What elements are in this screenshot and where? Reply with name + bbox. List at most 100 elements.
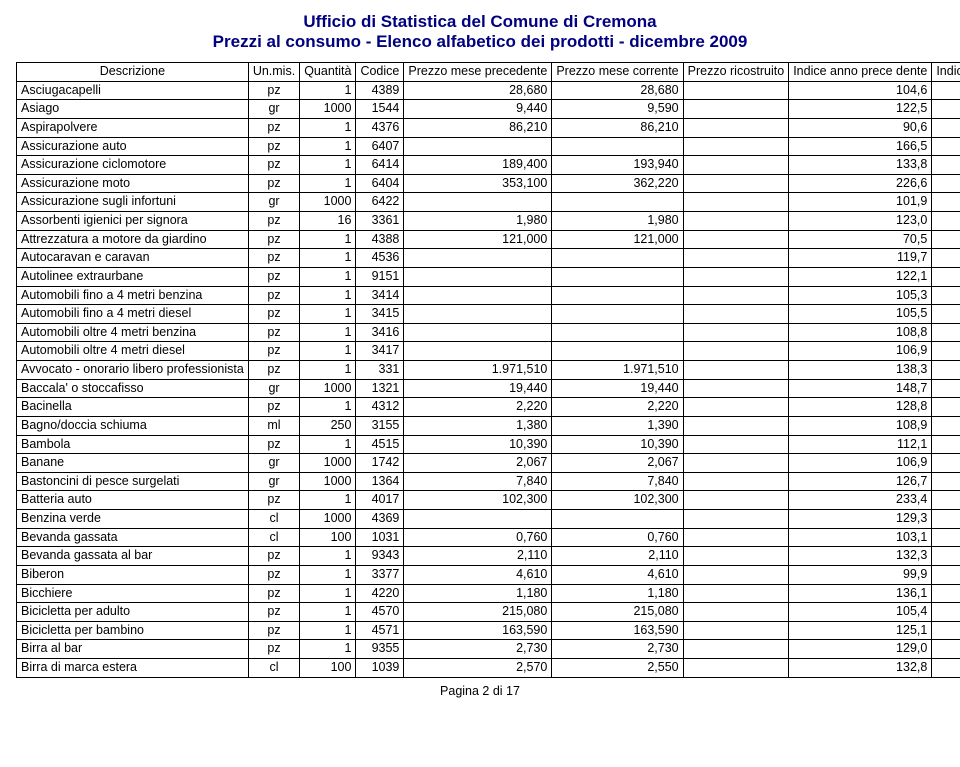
table-cell: 3416 [356, 323, 404, 342]
table-cell [683, 584, 789, 603]
table-cell: 132,8 [932, 361, 960, 380]
table-cell: 103,1 [789, 528, 932, 547]
table-cell: pz [248, 212, 299, 231]
table-cell [683, 174, 789, 193]
table-cell: 4389 [356, 81, 404, 100]
table-cell: 1 [300, 491, 356, 510]
table-cell: 123,0 [932, 249, 960, 268]
table-cell [683, 379, 789, 398]
table-cell [552, 249, 683, 268]
table-row: Assicurazione sugli infortunigr100064221… [17, 193, 960, 212]
table-row: Asiagogr100015449,4409,590122,5121,9121,… [17, 100, 960, 119]
table-cell: 1 [300, 342, 356, 361]
col-prezzo-ric: Prezzo ricostruito [683, 63, 789, 82]
table-row: Bambolapz1451510,39010,390112,1112,1112,… [17, 435, 960, 454]
table-cell: 129,3 [789, 510, 932, 529]
table-cell [683, 118, 789, 137]
table-cell: 1 [300, 286, 356, 305]
price-table: Descrizione Un.mis. Quantità Codice Prez… [16, 62, 960, 678]
table-cell: 132,8 [789, 659, 932, 678]
table-cell: 129,0 [932, 640, 960, 659]
table-row: Assicurazione motopz16404353,100362,2202… [17, 174, 960, 193]
table-cell: 106,9 [789, 342, 932, 361]
table-cell: 10,390 [552, 435, 683, 454]
table-cell: Automobili oltre 4 metri diesel [17, 342, 249, 361]
table-cell: pz [248, 398, 299, 417]
page-footer: Pagina 2 di 17 [16, 684, 944, 698]
table-cell: 6404 [356, 174, 404, 193]
table-cell: 6407 [356, 137, 404, 156]
table-cell [404, 193, 552, 212]
table-cell: Baccala' o stoccafisso [17, 379, 249, 398]
table-cell: 90,6 [932, 118, 960, 137]
table-cell [404, 286, 552, 305]
table-cell: pz [248, 323, 299, 342]
table-cell: Assicurazione sugli infortuni [17, 193, 249, 212]
table-cell: 1 [300, 267, 356, 286]
table-cell [404, 305, 552, 324]
table-header: Descrizione Un.mis. Quantità Codice Prez… [17, 63, 960, 82]
table-cell [683, 249, 789, 268]
table-cell [683, 156, 789, 175]
table-cell: 106,9 [789, 454, 932, 473]
title-line1: Ufficio di Statistica del Comune di Crem… [16, 12, 944, 32]
table-row: Baccala' o stoccafissogr1000132119,44019… [17, 379, 960, 398]
table-cell: 215,080 [404, 603, 552, 622]
table-cell: gr [248, 454, 299, 473]
table-cell: 3155 [356, 416, 404, 435]
table-cell: 9355 [356, 640, 404, 659]
table-cell [552, 286, 683, 305]
table-cell: pz [248, 137, 299, 156]
table-row: Bacinellapz143122,2202,220128,8139,5139,… [17, 398, 960, 417]
table-cell [552, 342, 683, 361]
table-row: Bagno/doccia schiumaml25031551,3801,3901… [17, 416, 960, 435]
table-cell: Banane [17, 454, 249, 473]
table-cell: 4570 [356, 603, 404, 622]
col-indice-mprec: Indice mese preced ente [932, 63, 960, 82]
table-cell: 121,9 [932, 100, 960, 119]
table-cell: Automobili fino a 4 metri benzina [17, 286, 249, 305]
table-row: Autolinee extraurbanepz19151122,1122,912… [17, 267, 960, 286]
table-cell [552, 510, 683, 529]
table-cell: 9,440 [404, 100, 552, 119]
table-cell: pz [248, 640, 299, 659]
col-prezzo-corr: Prezzo mese corrente [552, 63, 683, 82]
table-cell: 1 [300, 305, 356, 324]
table-cell: pz [248, 305, 299, 324]
table-cell: 111,0 [932, 416, 960, 435]
table-cell [683, 547, 789, 566]
table-cell [683, 323, 789, 342]
table-cell: 4220 [356, 584, 404, 603]
table-cell: 362,220 [552, 174, 683, 193]
table-cell: 129,0 [789, 640, 932, 659]
table-row: Bevanda gassata al barpz193432,1102,1101… [17, 547, 960, 566]
table-cell: 133,8 [789, 156, 932, 175]
table-cell: 1000 [300, 193, 356, 212]
table-row: Assicurazione autopz16407166,5175,6179,3… [17, 137, 960, 156]
table-cell: 112,1 [789, 435, 932, 454]
table-cell: 1,180 [552, 584, 683, 603]
page-title-block: Ufficio di Statistica del Comune di Crem… [16, 12, 944, 52]
table-cell: 125,1 [789, 621, 932, 640]
table-cell: 16 [300, 212, 356, 231]
table-cell: 166,5 [789, 137, 932, 156]
table-cell: Benzina verde [17, 510, 249, 529]
table-cell: 2,067 [552, 454, 683, 473]
table-cell [683, 100, 789, 119]
table-cell: 132,3 [789, 547, 932, 566]
table-cell [683, 361, 789, 380]
table-cell: 1,980 [552, 212, 683, 231]
table-cell: 118,0 [932, 212, 960, 231]
table-cell: 3415 [356, 305, 404, 324]
table-cell: cl [248, 528, 299, 547]
table-cell: 1 [300, 81, 356, 100]
table-cell: 4571 [356, 621, 404, 640]
table-cell: 101,9 [932, 193, 960, 212]
table-cell: 128,8 [789, 398, 932, 417]
table-cell [683, 305, 789, 324]
table-cell [683, 230, 789, 249]
table-cell: 2,730 [404, 640, 552, 659]
table-cell: pz [248, 361, 299, 380]
table-row: Avvocato - onorario libero professionist… [17, 361, 960, 380]
table-cell [683, 435, 789, 454]
